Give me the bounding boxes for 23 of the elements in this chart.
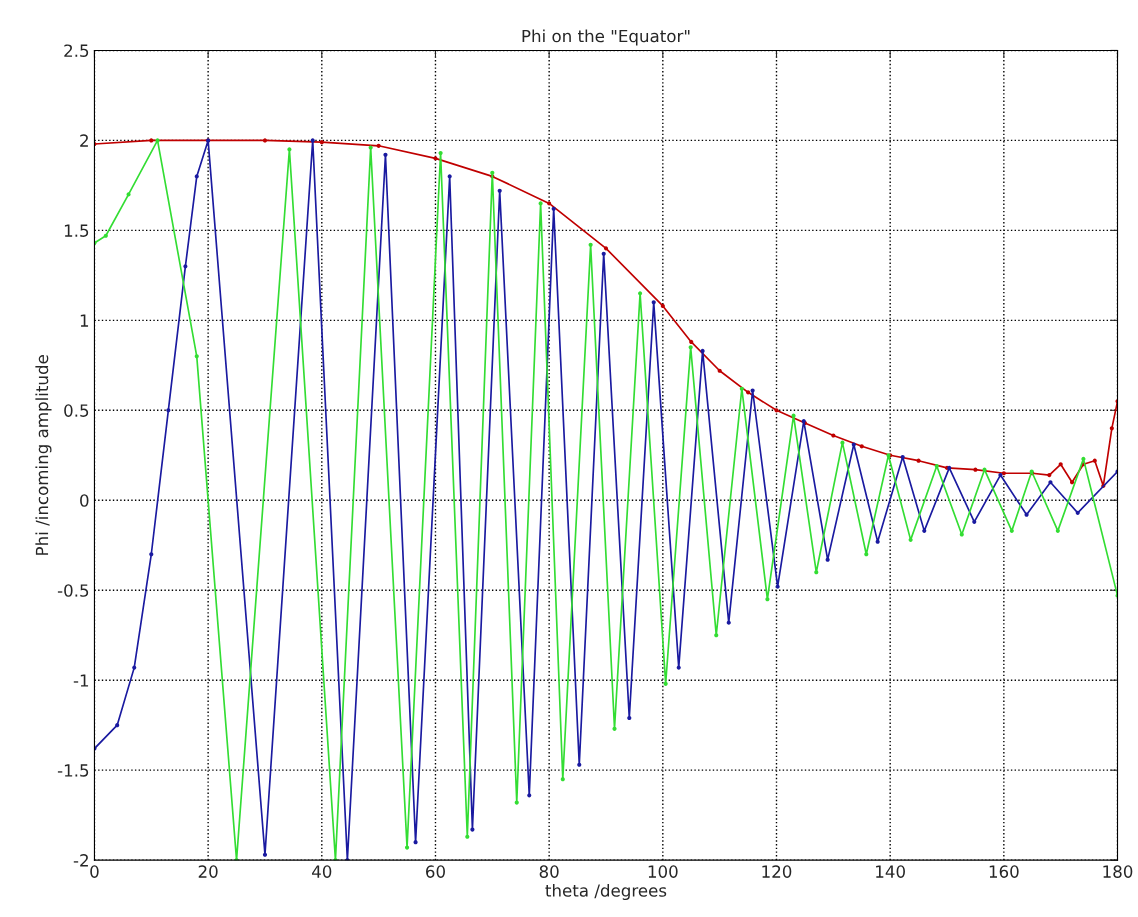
- y-tick-label: 0.5: [64, 404, 89, 417]
- x-tick-label: 0: [90, 865, 99, 878]
- x-tick-label: 80: [539, 865, 559, 878]
- x-tick-label: 40: [312, 865, 332, 878]
- x-tick-label: 120: [762, 865, 792, 878]
- x-tick-label: 100: [648, 865, 678, 878]
- x-tick-label: 20: [198, 865, 218, 878]
- x-tick-label: 160: [989, 865, 1019, 878]
- y-tick-label: 1.5: [64, 224, 89, 237]
- y-tick-label: 2.5: [64, 44, 89, 57]
- x-axis-title: theta /degrees: [545, 883, 667, 901]
- y-tick-label: 0: [80, 494, 89, 507]
- x-tick-label: 180: [1103, 865, 1133, 878]
- y-axis-title: Phi /incoming amplitude: [35, 355, 52, 555]
- chart-title: Phi on the "Equator": [522, 29, 690, 46]
- y-tick-label: -2: [73, 854, 88, 867]
- x-tick-label: 140: [876, 865, 905, 878]
- y-tick-label: 1: [80, 314, 89, 327]
- y-tick-label: -0.5: [57, 584, 89, 597]
- y-tick-label: -1.5: [57, 764, 89, 777]
- y-tick-label: 2: [80, 134, 88, 147]
- x-tick-label: 60: [426, 865, 445, 878]
- y-tick-label: -1: [73, 674, 89, 687]
